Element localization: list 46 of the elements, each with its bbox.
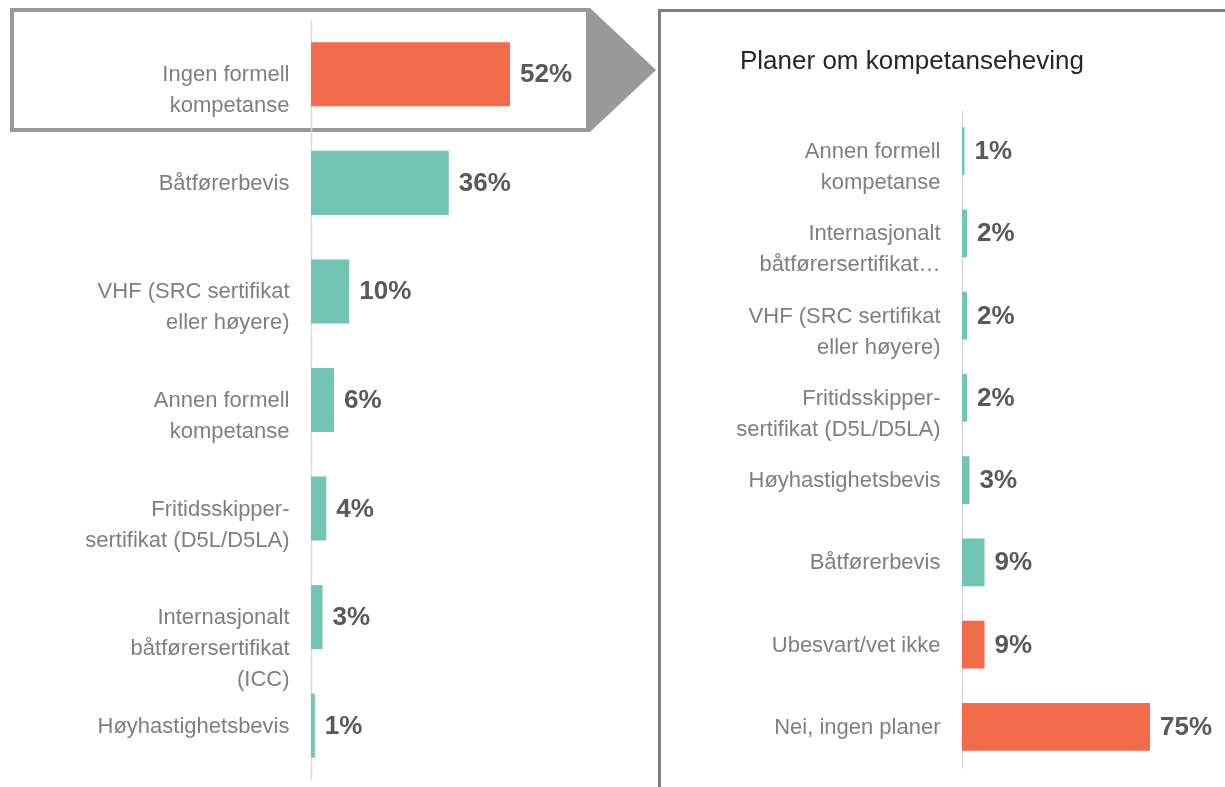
data-label: 1%: [324, 709, 363, 740]
bar: [311, 367, 334, 433]
y-tick-label: Høyhastighetsbevis: [748, 467, 941, 493]
data-label: 1%: [974, 135, 1013, 166]
bar: [962, 374, 968, 422]
y-tick-label: Annen formell kompetanse: [804, 138, 941, 195]
bar: [311, 585, 323, 650]
bar: [311, 693, 315, 758]
data-label: 2%: [977, 381, 1015, 412]
chart-title: Planer om kompetanseheving: [740, 45, 1084, 75]
bar: [962, 456, 970, 504]
data-label: 3%: [979, 464, 1018, 495]
y-tick-label: Ingen formell kompetanse: [162, 61, 290, 118]
data-label: 9%: [994, 546, 1033, 577]
y-tick-label: Annen formell kompetanse: [153, 387, 290, 443]
y-tick-label: Båtførerbevis: [809, 549, 941, 575]
data-label: 2%: [977, 299, 1015, 330]
y-tick-label: Høyhastighetsbevis: [97, 712, 290, 738]
bar: [311, 476, 327, 541]
bar: [962, 291, 968, 340]
bar: [311, 150, 449, 215]
y-tick-label: Ubesvart/vet ikke: [771, 631, 941, 657]
bar: [311, 259, 350, 324]
data-label: 2%: [977, 217, 1015, 248]
data-label: 3%: [332, 601, 371, 632]
y-tick-label: VHF (SRC sertifikat eller høyere): [748, 302, 941, 359]
bar: [962, 538, 985, 587]
y-tick-label: Fritidsskipper-sertifikat (D5L/D5LA): [736, 384, 941, 441]
bar: [962, 127, 965, 175]
bar: [962, 209, 968, 258]
bar: [962, 703, 1150, 751]
y-tick-label: Internasjonalt båtførersertifikat (ICC): [130, 604, 290, 692]
y-tick-label: Fritidsskipper-sertifikat (D5L/D5LA): [85, 495, 290, 552]
bar: [962, 620, 985, 669]
y-tick-label: Nei, ingen planer: [774, 713, 941, 739]
y-tick-label: Internasjonalt båtførersertifikat…: [759, 220, 941, 277]
data-label: 6%: [343, 384, 382, 414]
data-label: 52%: [520, 58, 573, 89]
bar: [311, 42, 510, 107]
data-label: 10%: [359, 275, 412, 306]
y-tick-label: VHF (SRC sertifikat eller høyere): [97, 278, 290, 335]
data-label: 4%: [336, 492, 374, 523]
data-label: 75%: [1160, 710, 1213, 741]
data-label: 9%: [994, 628, 1033, 659]
y-tick-label: Båtførerbevis: [158, 169, 290, 195]
data-label: 36%: [458, 166, 511, 197]
